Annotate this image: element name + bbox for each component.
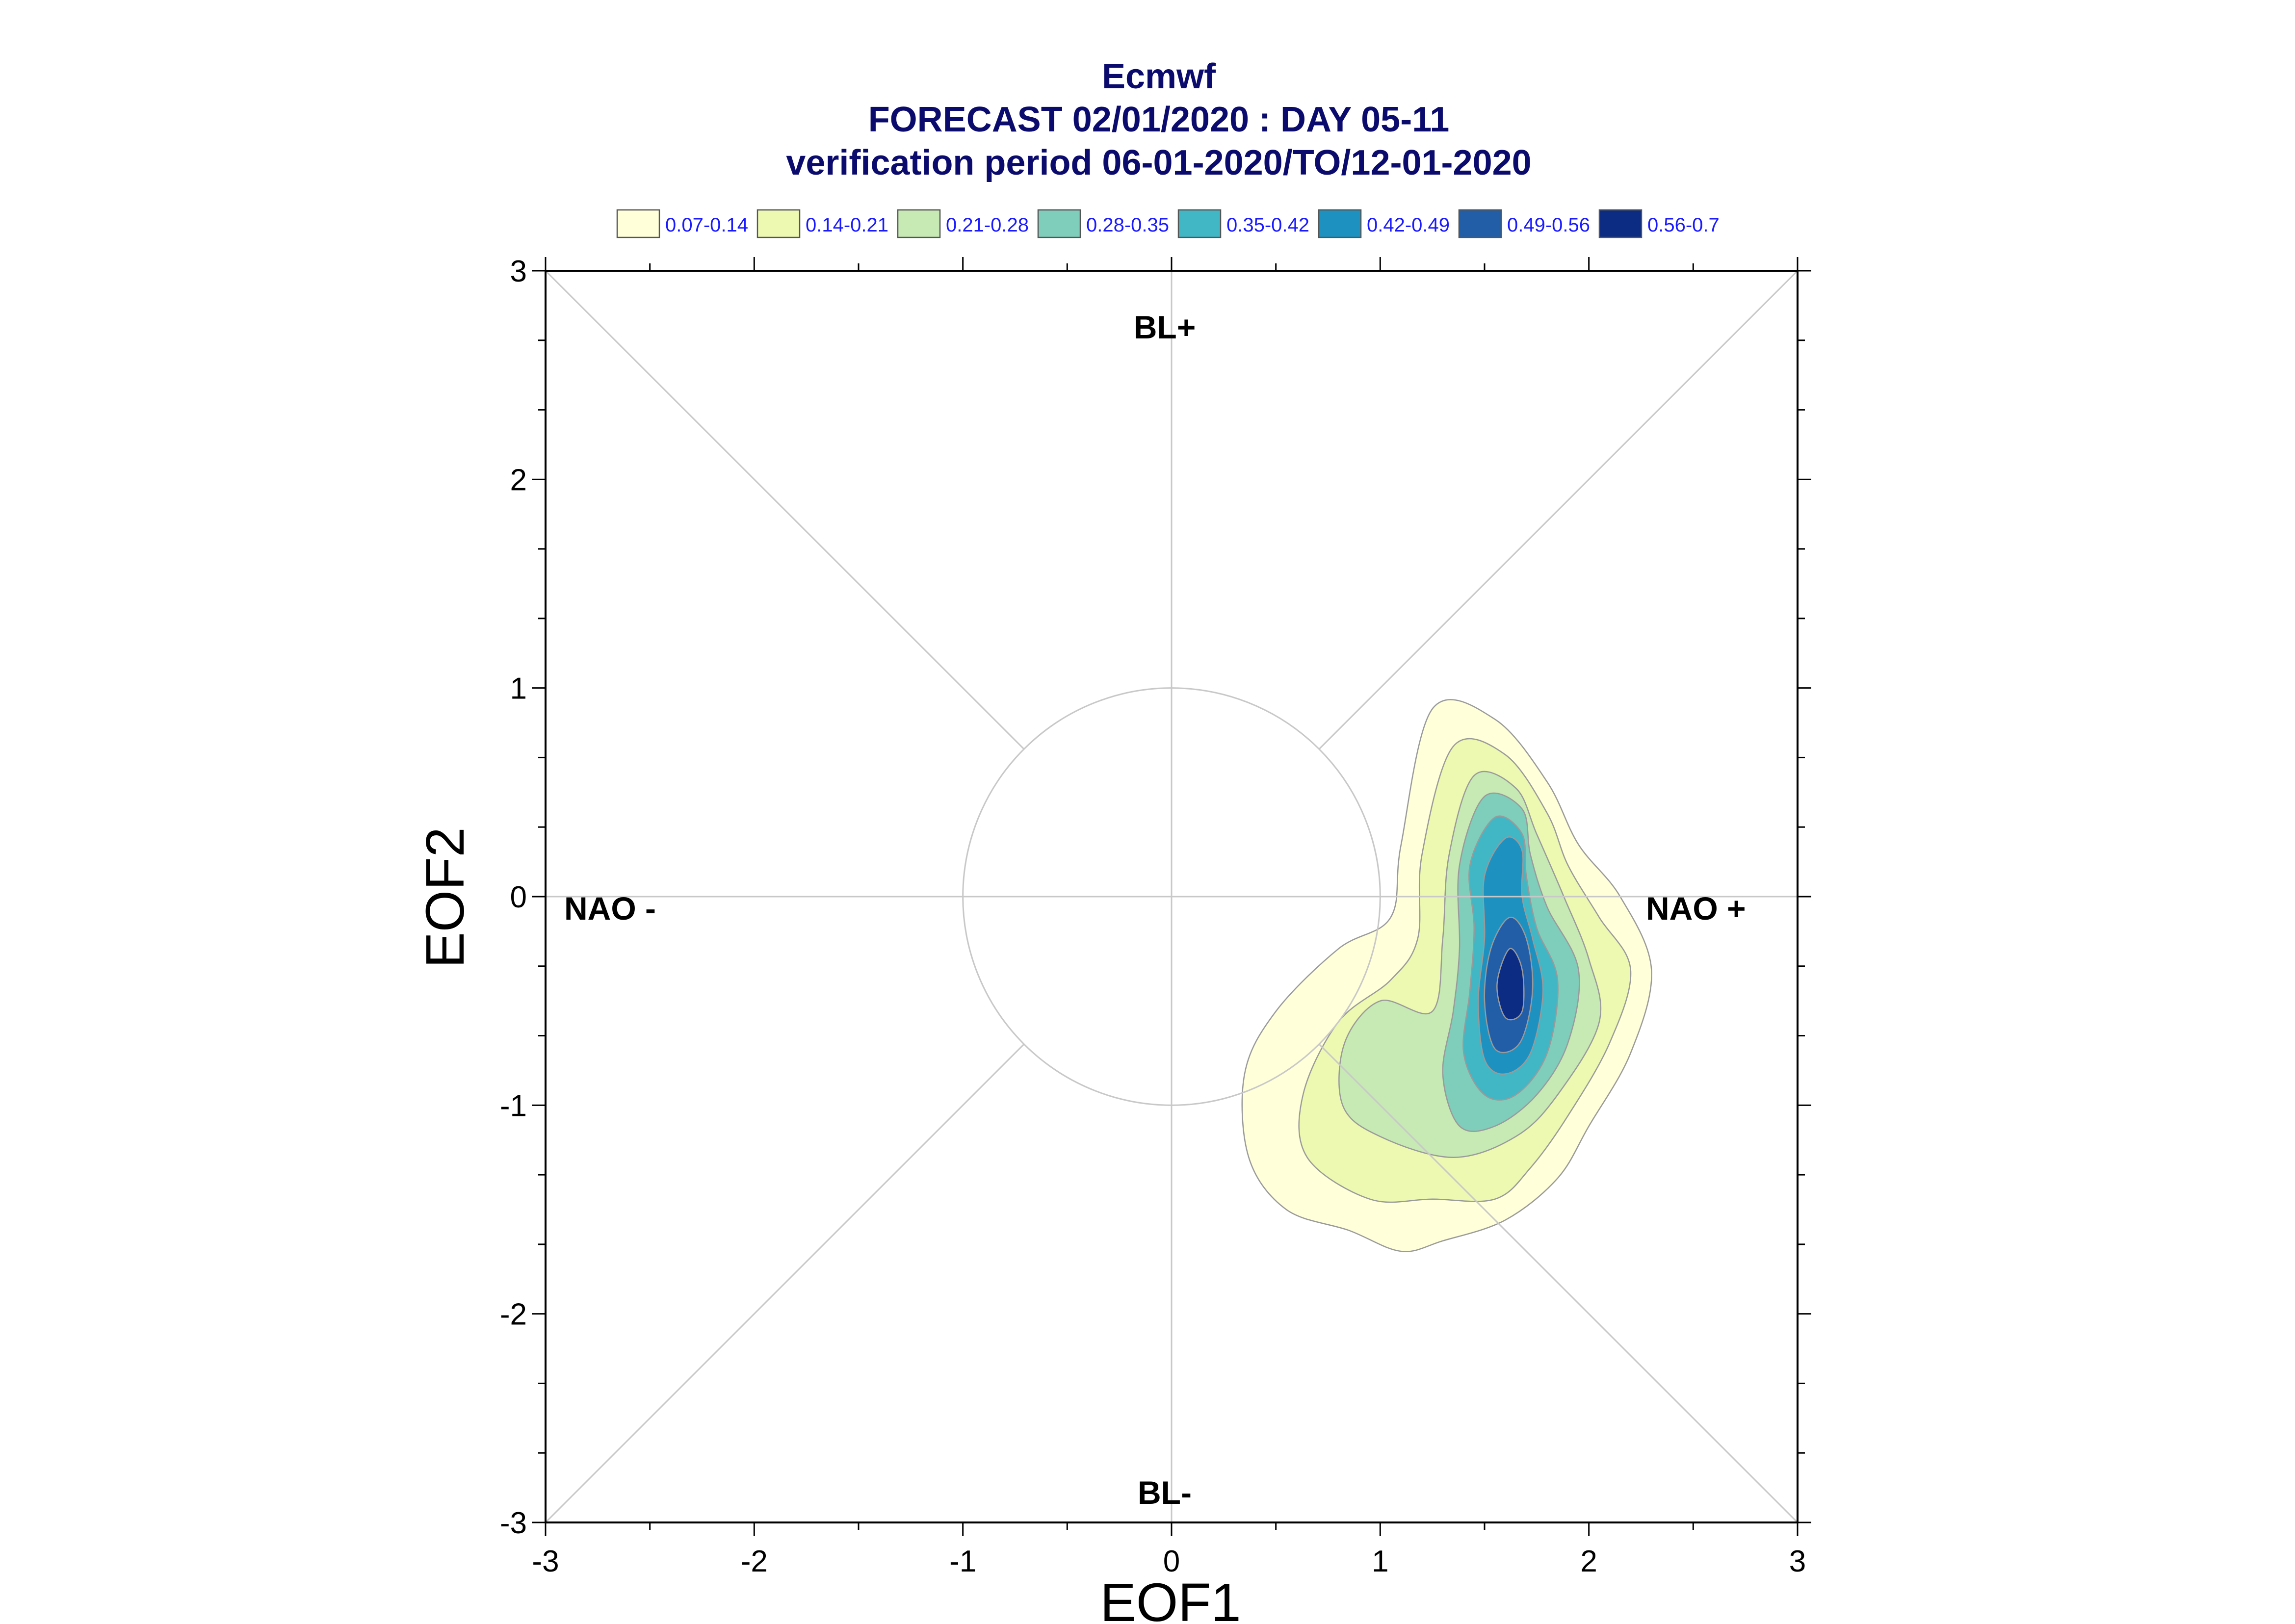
x-tick-label: 0 <box>1163 1545 1180 1578</box>
legend-swatch <box>616 209 660 238</box>
y-tick-label: -2 <box>500 1298 527 1332</box>
x-tick-label: 3 <box>1789 1545 1806 1578</box>
y-tick-label: 3 <box>510 255 527 288</box>
legend-label: 0.56-0.7 <box>1647 214 1720 236</box>
axis-tick-labels: -3 -2 -1 0 1 2 3 -3 -2 -1 0 1 2 3 <box>500 255 1806 1578</box>
y-tick-label: 1 <box>510 672 527 706</box>
plot-area: -3 -2 -1 0 1 2 3 -3 -2 -1 0 1 2 3 <box>500 255 1811 1578</box>
y-tick-label: -1 <box>500 1089 527 1123</box>
legend-label: 0.21-0.28 <box>946 214 1029 236</box>
legend-swatch <box>1037 209 1081 238</box>
contour-level-8 <box>1496 948 1525 1021</box>
diagonal-line-4 <box>1318 1043 1799 1523</box>
legend-swatch <box>1598 209 1643 238</box>
diagonal-line-1 <box>1318 270 1799 750</box>
y-tick-label: 0 <box>510 880 527 914</box>
x-tick-label: -3 <box>532 1545 559 1578</box>
x-tick-label: -2 <box>741 1545 768 1578</box>
legend-label: 0.42-0.49 <box>1367 214 1450 236</box>
legend-label: 0.14-0.21 <box>806 214 888 236</box>
chart-legend: 0.07-0.14 0.14-0.21 0.21-0.28 0.28-0.35 0.35… <box>616 209 1720 238</box>
legend-label: 0.28-0.35 <box>1086 214 1169 236</box>
legend-swatch <box>1177 209 1222 238</box>
legend-label: 0.07-0.14 <box>665 214 748 236</box>
legend-swatch <box>1458 209 1502 238</box>
y-tick-label: -3 <box>500 1506 527 1540</box>
density-contours <box>1241 699 1652 1252</box>
legend-label: 0.49-0.56 <box>1507 214 1590 236</box>
legend-swatch <box>897 209 941 238</box>
chart-title-line3: verification period 06-01-2020/TO/12-01-… <box>786 143 1531 182</box>
legend-label: 0.35-0.42 <box>1226 214 1309 236</box>
regime-label-top: BL+ <box>1134 309 1196 345</box>
chart-title-line2: FORECAST 02/01/2020 : DAY 05-11 <box>868 100 1450 139</box>
diagonal-line-2 <box>545 270 1025 750</box>
legend-swatch <box>1318 209 1362 238</box>
y-tick-label: 2 <box>510 463 527 497</box>
y-axis-title: EOF2 <box>415 827 475 968</box>
diagonal-line-3 <box>545 1043 1025 1523</box>
unit-circle <box>962 687 1381 1106</box>
axis-ticks <box>532 257 1811 1536</box>
chart-title-line1: Ecmwf <box>1102 57 1216 96</box>
regime-label-left: NAO - <box>564 890 656 927</box>
regime-label-bottom: BL- <box>1138 1474 1192 1511</box>
x-tick-label: 1 <box>1372 1545 1388 1578</box>
x-axis-title: EOF1 <box>1100 1572 1241 1624</box>
legend-swatch <box>756 209 801 238</box>
reference-lines <box>545 270 1799 1523</box>
x-tick-label: 2 <box>1580 1545 1597 1578</box>
regime-label-right: NAO + <box>1646 890 1746 927</box>
x-tick-label: -1 <box>949 1545 976 1578</box>
